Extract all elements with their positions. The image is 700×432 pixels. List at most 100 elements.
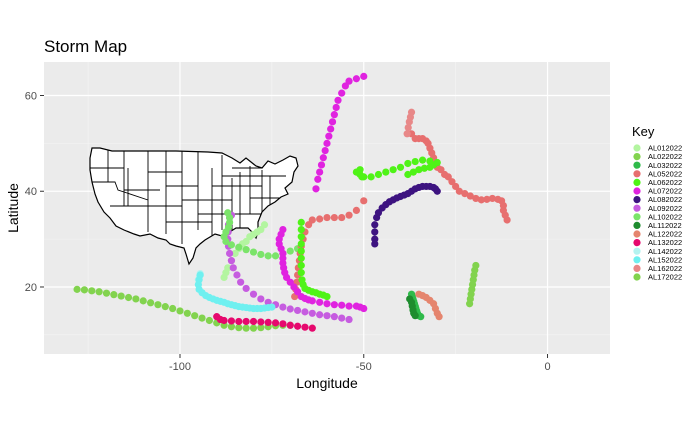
legend-label: AL142022 bbox=[648, 247, 682, 256]
storm-point-al072022 bbox=[341, 82, 349, 90]
storm-point-al132022 bbox=[293, 322, 302, 330]
storm-point-al062022 bbox=[367, 173, 375, 181]
x-axis-ticks: -100 -50 0 bbox=[169, 354, 551, 373]
storm-point-al172022 bbox=[305, 221, 313, 229]
storm-point-al132022 bbox=[235, 317, 243, 326]
legend-key-al062022 bbox=[633, 178, 641, 186]
legend-label: AL012022 bbox=[648, 144, 682, 153]
storm-point-al072022 bbox=[323, 139, 331, 147]
storm-point-al062022 bbox=[426, 157, 434, 165]
storm-point-al102022 bbox=[249, 248, 258, 256]
storm-point-al072022 bbox=[332, 103, 340, 112]
storm-point-al062022 bbox=[409, 168, 417, 176]
storm-point-al022022 bbox=[191, 312, 199, 320]
storm-point-al132022 bbox=[257, 318, 265, 326]
storm-point-al052022 bbox=[472, 194, 480, 203]
storm-point-al172022 bbox=[360, 197, 368, 205]
storm-point-al082022 bbox=[371, 221, 379, 229]
storm-point-al022022 bbox=[161, 303, 169, 311]
storm-point-al062022 bbox=[396, 163, 405, 171]
storm-point-al132022 bbox=[279, 320, 287, 328]
storm-point-al092022 bbox=[286, 305, 294, 313]
storm-point-al092022 bbox=[330, 313, 338, 321]
storm-point-al032022 bbox=[417, 313, 425, 321]
storm-point-al052022 bbox=[483, 195, 491, 203]
legend-label: AL072022 bbox=[648, 187, 682, 196]
storm-point-al062022 bbox=[297, 247, 305, 255]
storm-point-al022022 bbox=[249, 324, 258, 332]
storm-tracks bbox=[73, 72, 511, 332]
legend-label: AL092022 bbox=[648, 204, 682, 213]
y-axis-title: Latitude bbox=[5, 183, 21, 233]
storm-point-al062022 bbox=[297, 233, 305, 241]
chart-title: Storm Map bbox=[44, 37, 127, 56]
legend-key-al152022 bbox=[633, 256, 641, 264]
legend: AL012022AL022022AL032022AL052022AL062022… bbox=[633, 144, 682, 282]
storm-point-al022022 bbox=[132, 295, 140, 303]
storm-point-al052022 bbox=[461, 190, 469, 198]
storm-point-al072022 bbox=[308, 297, 316, 305]
storm-point-al022022 bbox=[117, 292, 125, 300]
storm-point-al062022 bbox=[297, 261, 305, 270]
storm-point-al022022 bbox=[235, 324, 243, 332]
storm-point-al072022 bbox=[345, 302, 353, 310]
storm-point-al022022 bbox=[198, 314, 206, 322]
legend-key-al032022 bbox=[633, 161, 641, 169]
storm-point-al022022 bbox=[139, 297, 147, 305]
storm-point-al052022 bbox=[466, 192, 474, 200]
storm-point-al022022 bbox=[154, 301, 162, 309]
storm-point-al172022 bbox=[330, 213, 338, 222]
storm-point-al022022 bbox=[95, 288, 103, 296]
storm-point-al162022 bbox=[403, 130, 411, 138]
storm-point-al062022 bbox=[374, 170, 383, 179]
storm-point-al052022 bbox=[488, 194, 496, 203]
storm-point-al022022 bbox=[146, 299, 155, 307]
legend-key-al172022 bbox=[633, 273, 641, 281]
storm-point-al072022 bbox=[316, 298, 324, 306]
legend-label: AL132022 bbox=[648, 238, 682, 247]
storm-point-al022022 bbox=[176, 307, 184, 315]
storm-point-al052022 bbox=[477, 196, 485, 204]
storm-point-al132022 bbox=[242, 317, 250, 326]
storm-point-al072022 bbox=[321, 146, 329, 155]
legend-label: AL062022 bbox=[648, 178, 682, 187]
storm-point-al092022 bbox=[227, 257, 236, 265]
storm-point-al062022 bbox=[433, 158, 441, 167]
storm-point-al072022 bbox=[360, 304, 368, 313]
storm-point-al022022 bbox=[242, 324, 250, 332]
legend-key-al112022 bbox=[633, 221, 641, 229]
storm-point-al092022 bbox=[345, 315, 353, 324]
storm-point-al092022 bbox=[242, 284, 250, 293]
storm-point-al102022 bbox=[222, 237, 230, 246]
storm-point-al072022 bbox=[338, 301, 346, 309]
storm-point-al072022 bbox=[328, 118, 337, 126]
legend-key-al162022 bbox=[633, 264, 641, 272]
legend-label: AL172022 bbox=[648, 273, 682, 282]
x-tick-label: -100 bbox=[169, 361, 191, 373]
y-axis-ticks: 20 40 60 bbox=[25, 91, 44, 294]
legend-label: AL032022 bbox=[648, 161, 682, 170]
legend-label: AL152022 bbox=[648, 255, 682, 264]
storm-point-al062022 bbox=[389, 166, 397, 174]
storm-point-al072022 bbox=[319, 154, 327, 162]
storm-point-al162022 bbox=[404, 123, 412, 132]
legend-key-al012022 bbox=[633, 144, 641, 152]
storm-point-al172022 bbox=[338, 213, 346, 222]
storm-point-al062022 bbox=[297, 240, 305, 248]
legend-key-al142022 bbox=[633, 247, 641, 255]
legend-key-al092022 bbox=[633, 204, 641, 212]
x-tick-label: -50 bbox=[356, 361, 372, 373]
storm-point-al072022 bbox=[352, 75, 361, 83]
storm-point-al072022 bbox=[330, 111, 338, 119]
legend-title: Key bbox=[632, 124, 655, 139]
storm-point-al172022 bbox=[316, 215, 324, 223]
storm-point-al072022 bbox=[327, 125, 335, 133]
storm-point-al132022 bbox=[249, 317, 258, 326]
storm-point-al022022 bbox=[73, 285, 81, 293]
storm-point-al092022 bbox=[249, 290, 258, 298]
storm-point-al062022 bbox=[358, 173, 366, 181]
storm-point-al082022 bbox=[371, 235, 379, 243]
y-tick-label: 20 bbox=[25, 282, 37, 294]
storm-point-al132022 bbox=[286, 321, 294, 329]
storm-point-al062022 bbox=[411, 157, 419, 166]
